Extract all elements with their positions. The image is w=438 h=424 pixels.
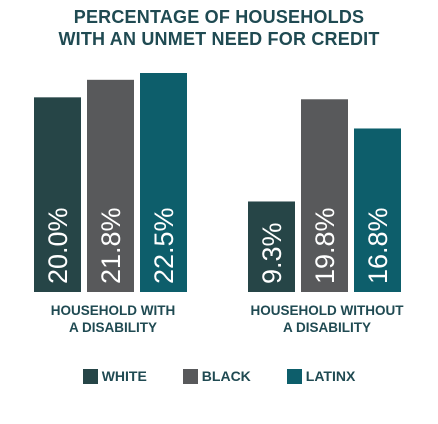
legend-item-latinx: LATINX xyxy=(286,368,356,384)
legend-swatch-latinx xyxy=(286,368,302,384)
bar-latinx-with-disability xyxy=(140,73,187,292)
bar-value-label-white-without-disability: 9.3% xyxy=(257,222,287,284)
chart-title-line-2: WITH AN UNMET NEED FOR CREDIT xyxy=(58,29,380,49)
category-label-with-disability: HOUSEHOLD WITH A DISABILITY xyxy=(8,302,218,336)
bar-value-label-black-with-disability: 21.8% xyxy=(96,207,126,284)
category-label-without-disability: HOUSEHOLD WITHOUT A DISABILITY xyxy=(224,302,430,336)
chart-title: PERCENTAGE OF HOUSEHOLDS WITH AN UNMET N… xyxy=(0,6,438,50)
legend-item-white: WHITE xyxy=(82,368,147,384)
bar-white-without-disability xyxy=(248,201,295,292)
legend-label-white: WHITE xyxy=(101,368,147,384)
bar-value-label-white-with-disability: 20.0% xyxy=(43,207,73,284)
legend-label-latinx: LATINX xyxy=(305,368,356,384)
bar-value-label-latinx-with-disability: 22.5% xyxy=(149,207,179,284)
legend: WHITE BLACK LATINX xyxy=(0,368,438,384)
category-label-line: HOUSEHOLD WITHOUT xyxy=(250,303,404,318)
legend-label-black: BLACK xyxy=(201,368,251,384)
bar-black-without-disability xyxy=(301,99,348,292)
category-label-line: A DISABILITY xyxy=(68,320,157,335)
legend-swatch-white xyxy=(82,368,98,384)
bar-latinx-without-disability xyxy=(354,128,401,292)
bar-white-with-disability xyxy=(34,97,81,292)
bar-value-label-latinx-without-disability: 16.8% xyxy=(363,207,393,284)
category-label-line: HOUSEHOLD WITH xyxy=(50,303,176,318)
bar-black-with-disability xyxy=(87,79,134,293)
bar-value-label-black-without-disability: 19.8% xyxy=(310,207,340,284)
legend-item-black: BLACK xyxy=(182,368,251,384)
category-label-line: A DISABILITY xyxy=(282,320,371,335)
legend-swatch-black xyxy=(182,368,198,384)
chart-title-line-1: PERCENTAGE OF HOUSEHOLDS xyxy=(73,7,365,27)
